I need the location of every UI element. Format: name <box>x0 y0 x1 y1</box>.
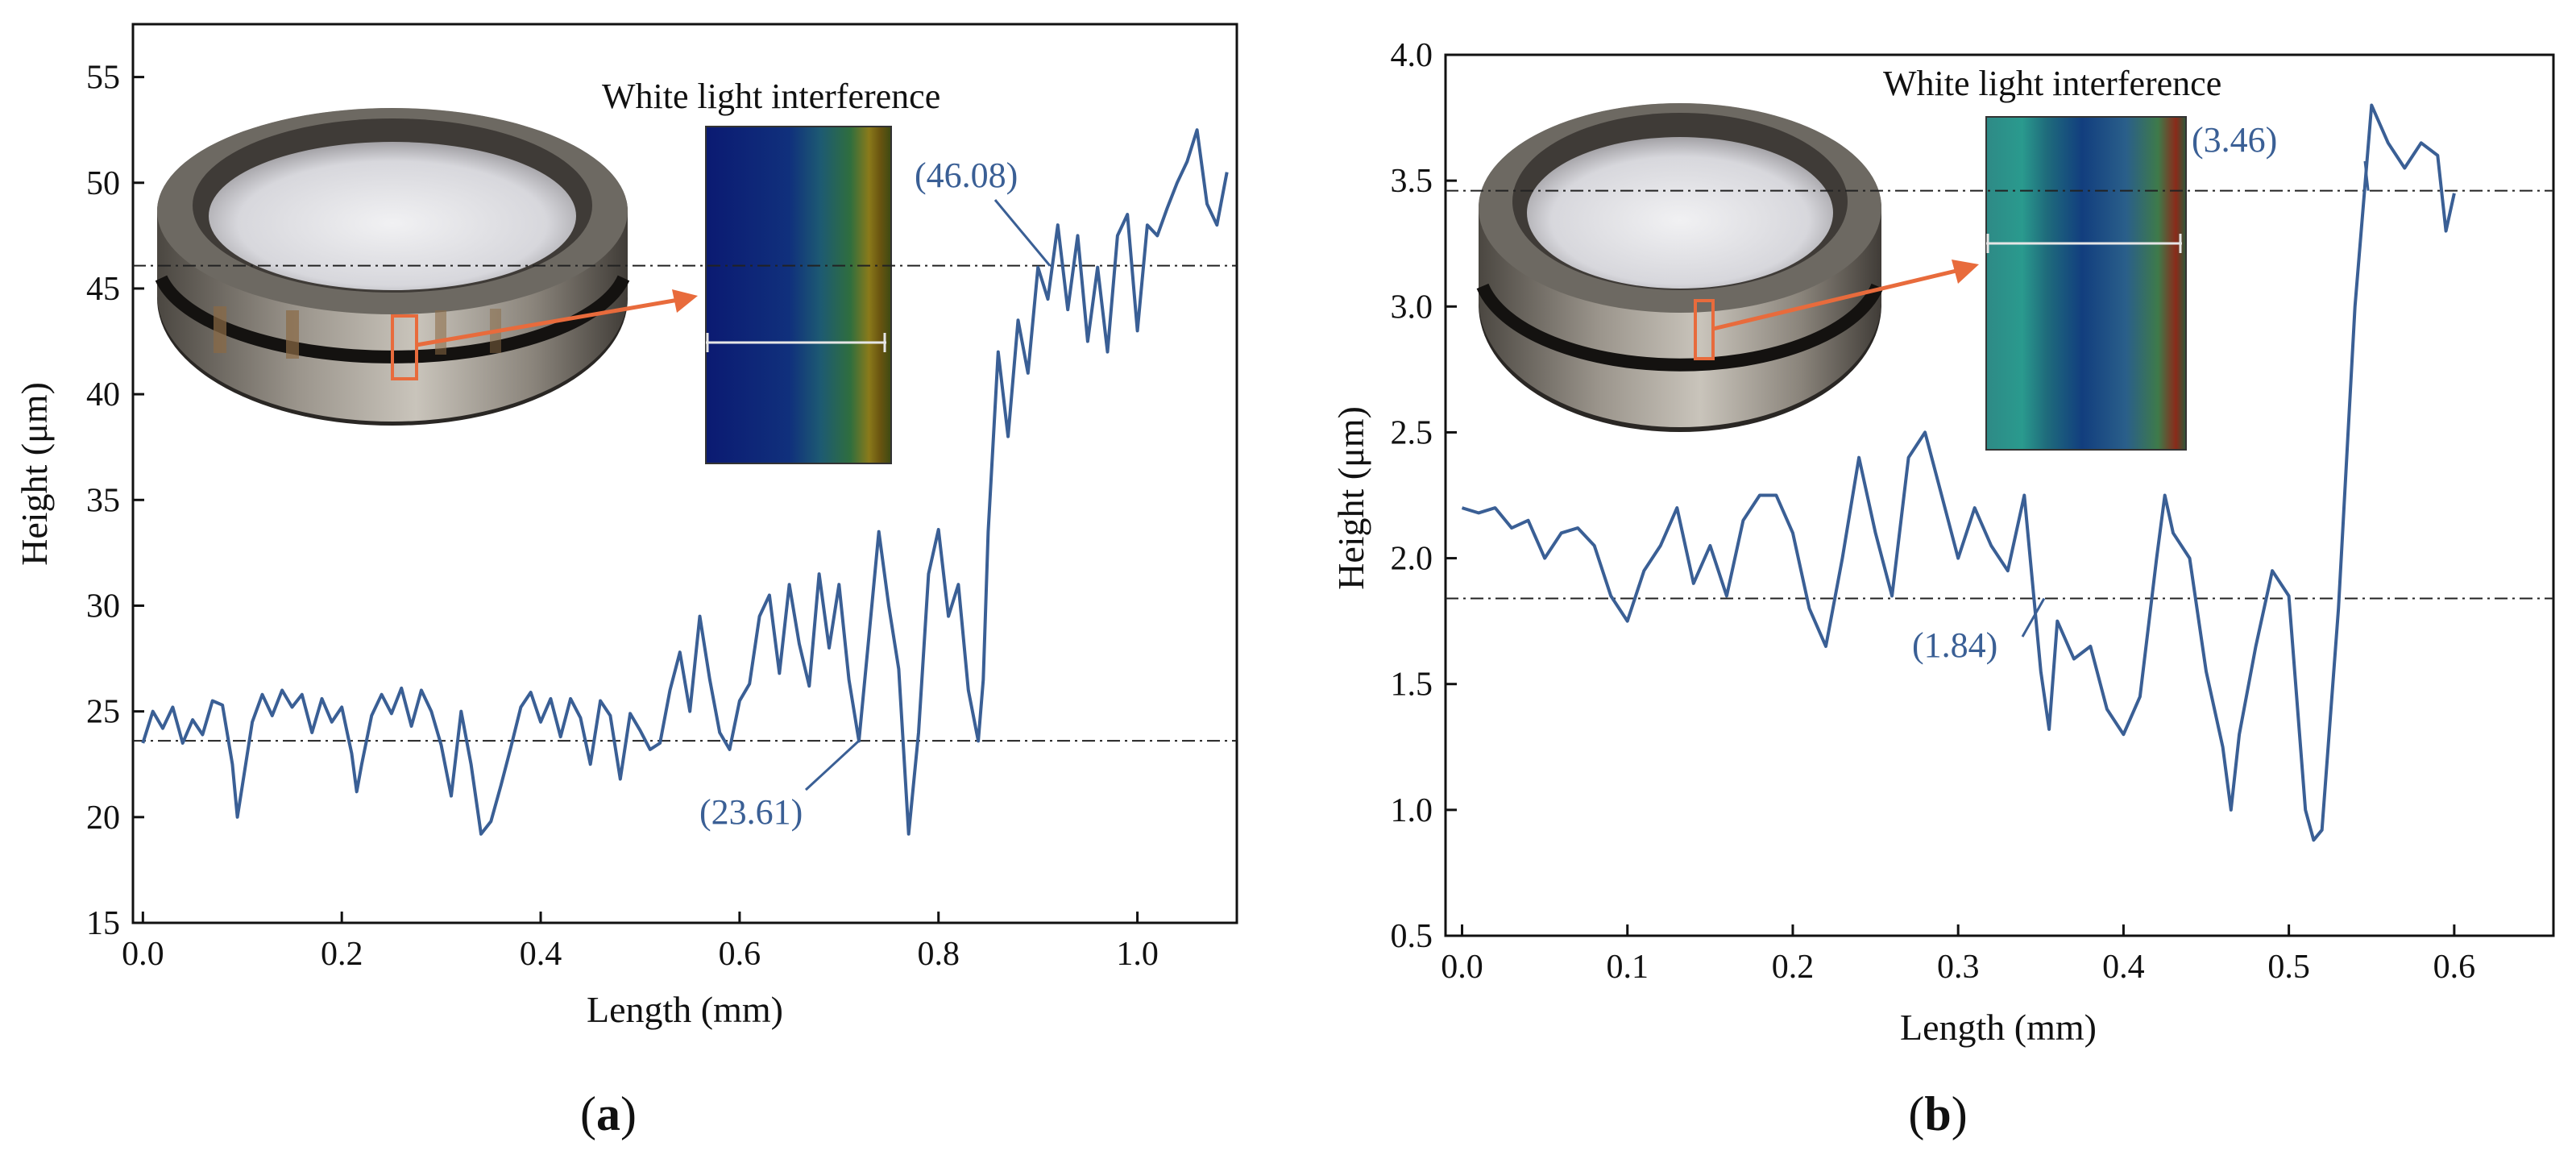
chart-b-y-tick-label-1: 1.0 <box>1391 792 1433 829</box>
chart-a-x-tick-label-5: 1.0 <box>1116 936 1159 973</box>
chart-a-frame <box>131 23 1238 924</box>
chart-a-y-tick-label-2: 25 <box>86 694 120 731</box>
chart-a-annotation-upper-leader <box>993 199 1052 267</box>
chart-a-series-line-0 <box>141 128 1229 836</box>
chart-b-ticks: 0.0 0.1 0.2 0.3 0.4 0.5 0.6 0.5 1.0 1.5 2.0 2.5 3.0 3… <box>1391 37 2476 986</box>
chart-a-y-tick-label-8: 55 <box>86 60 120 97</box>
chart-b-plot-area <box>1461 103 2456 842</box>
chart-b-x-axis-label: Length (mm) <box>1900 1007 2097 1048</box>
chart-a-annotation-lower: (23.61) <box>699 792 803 832</box>
chart-b-annotation-lower: (1.84) <box>1912 625 1997 665</box>
chart-b: White light interference 0.0 0.1 0.2 0.3 0.4… <box>1330 37 2555 1140</box>
chart-a-x-axis-label: Length (mm) <box>587 989 783 1030</box>
chart-b-annotation-upper-leader <box>2363 160 2370 191</box>
chart-b-panel-label: (b) <box>1908 1087 1967 1140</box>
chart-a-x-tick-label-1: 0.2 <box>321 936 363 973</box>
chart-b-x-tick-label-5: 0.5 <box>2267 949 2310 986</box>
chart-b-x-tick-label-6: 0.6 <box>2433 949 2476 986</box>
chart-a-y-tick-label-0: 15 <box>86 905 120 942</box>
chart-a-annotation-lower-leader <box>804 740 861 791</box>
chart-b-y-tick-label-4: 2.5 <box>1391 414 1433 451</box>
chart-b-y-tick-label-3: 2.0 <box>1391 541 1433 578</box>
chart-a-reference-lines <box>133 264 1237 742</box>
chart-b-y-tick-label-6: 3.5 <box>1391 163 1433 200</box>
chart-a-y-tick-label-7: 50 <box>86 165 120 202</box>
chart-b-panel-label-close: ) <box>1952 1087 1968 1140</box>
chart-a-y-tick-label-5: 40 <box>86 376 120 413</box>
chart-a-panel-label-letter: a <box>596 1087 620 1140</box>
chart-a-annotation-upper: (46.08) <box>915 156 1018 195</box>
chart-a-y-tick-label-3: 30 <box>86 588 120 625</box>
chart-b-pointer-arrowhead <box>1952 260 1979 284</box>
chart-b-y-tick-label-0: 0.5 <box>1391 918 1433 955</box>
chart-b-x-tick-label-2: 0.2 <box>1772 949 1815 986</box>
chart-b-annotation-upper: (3.46) <box>2192 120 2277 160</box>
chart-a-ring-photo <box>155 108 630 426</box>
chart-b-x-tick-label-0: 0.0 <box>1441 949 1483 986</box>
chart-a-panel-label: (a) <box>580 1087 637 1140</box>
chart-b-y-tick-label-2: 1.5 <box>1391 667 1433 704</box>
chart-a-panel-label-close: ) <box>620 1087 637 1140</box>
chart-a-y-tick-label-1: 20 <box>86 800 120 837</box>
chart-b-sample-marker <box>1694 299 1715 360</box>
chart-a-x-tick-label-0: 0.0 <box>122 936 164 973</box>
chart-b-ring-photo <box>1476 103 1884 432</box>
chart-b-frame <box>1444 53 2555 937</box>
chart-b-reference-lines <box>1446 189 2553 600</box>
chart-a-pointer-arrowhead <box>672 289 698 313</box>
chart-a-y-tick-label-4: 35 <box>86 482 120 519</box>
chart-b-inset-title: White light interference <box>1883 64 2221 103</box>
chart-b-y-axis-label: Height (μm) <box>1330 406 1371 590</box>
chart-b-y-tick-label-5: 3.0 <box>1391 289 1433 326</box>
chart-a-sample-marker <box>391 314 418 380</box>
chart-a-ticks: 0.0 0.2 0.4 0.6 0.8 1.0 15 20 25 30 35 40 45 50 55 <box>86 60 1159 973</box>
chart-a-x-tick-label-4: 0.8 <box>917 936 960 973</box>
chart-b-x-tick-label-1: 0.1 <box>1606 949 1649 986</box>
chart-b-panel-label-open: ( <box>1908 1087 1924 1140</box>
chart-b-annotation-lower-leader <box>2021 597 2046 638</box>
chart-b-x-tick-label-3: 0.3 <box>1937 949 1980 986</box>
chart-a-plot-area <box>141 128 1229 836</box>
chart-b-x-tick-label-4: 0.4 <box>2102 949 2145 986</box>
chart-a-x-tick-label-3: 0.6 <box>719 936 761 973</box>
chart-b-pointer-arrow <box>1712 268 1960 331</box>
chart-b-series-line-0 <box>1461 103 2456 842</box>
chart-b-panel-label-letter: b <box>1924 1087 1951 1140</box>
chart-a-pointer-arrow <box>416 297 679 347</box>
chart-b-y-tick-label-7: 4.0 <box>1391 37 1433 74</box>
chart-a-wli-image <box>705 126 892 464</box>
chart-a-y-tick-label-6: 45 <box>86 271 120 308</box>
chart-a-panel-label-open: ( <box>580 1087 596 1140</box>
chart-a-inset-title: White light interference <box>602 77 940 116</box>
chart-b-wli-image <box>1985 116 2187 451</box>
chart-a-x-tick-label-2: 0.4 <box>520 936 562 973</box>
chart-a: White light interference 0.0 0.2 0.4 0.6 0.8… <box>14 23 1238 1140</box>
chart-a-y-axis-label: Height (μm) <box>14 382 55 566</box>
